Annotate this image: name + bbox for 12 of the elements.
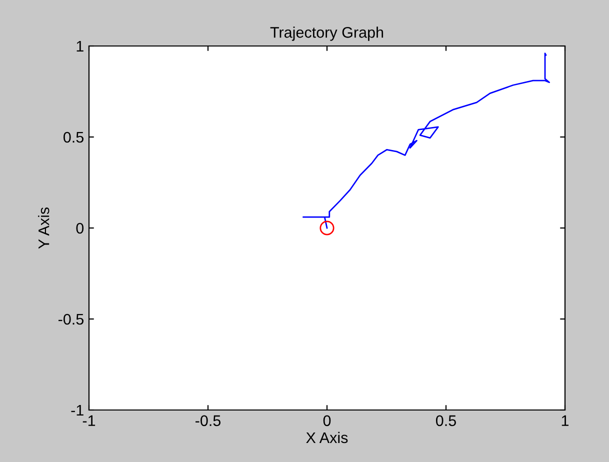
chart-title: Trajectory Graph xyxy=(270,26,384,41)
x-axis-title: X Axis xyxy=(306,432,348,444)
y-tick-label: -1 xyxy=(71,405,84,416)
x-tick-label: 0 xyxy=(323,415,331,426)
x-tick-label: 1 xyxy=(562,415,569,426)
y-tick-label: 1 xyxy=(76,41,84,52)
x-tick-label: -0.5 xyxy=(196,415,221,426)
y-tick-label: -0.5 xyxy=(58,314,84,325)
y-tick-label: 0 xyxy=(76,222,84,234)
x-tick-label: 0.5 xyxy=(436,415,456,426)
y-tick-label: 0.5 xyxy=(64,132,84,143)
y-axis-title: Y Axis xyxy=(38,207,50,249)
